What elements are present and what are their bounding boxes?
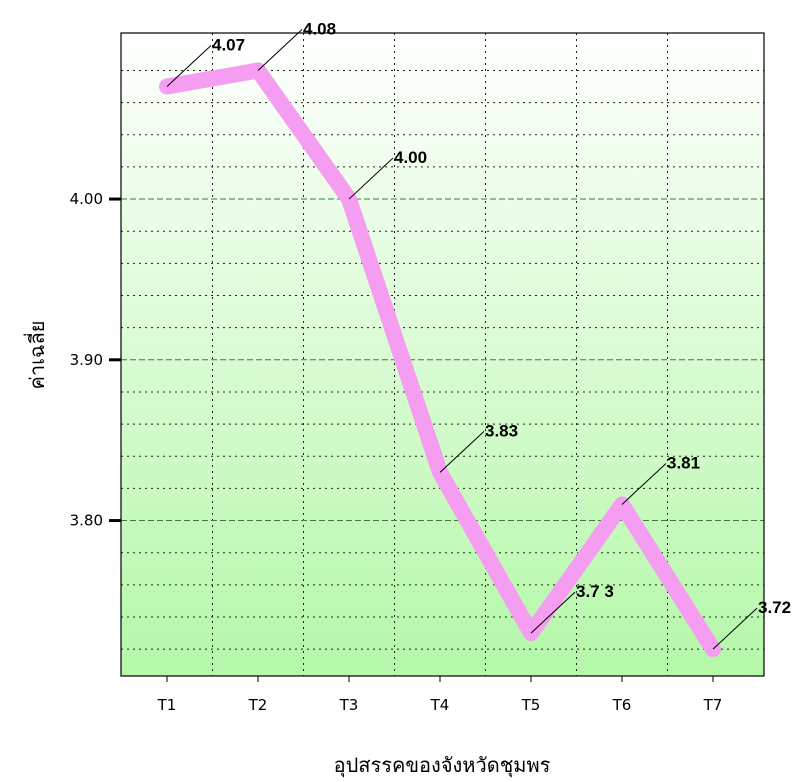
x-tick-label: T6	[612, 696, 632, 714]
y-axis-title: ค่าเฉลี่ย	[23, 320, 49, 389]
x-axis: T1 T2 T3 T4 T5 T6 T7	[157, 676, 723, 714]
leader-line	[712, 607, 758, 650]
data-label: 4.07	[212, 36, 245, 55]
x-tick-label: T4	[430, 696, 450, 714]
y-tick-label: 4.00	[70, 190, 103, 208]
leader-line	[257, 29, 303, 71]
x-tick-label: T7	[703, 696, 723, 714]
x-tick-label: T3	[339, 696, 359, 714]
y-tick-label: 3.90	[70, 351, 103, 369]
y-axis: 3.80 3.90 4.00	[70, 190, 121, 530]
leader-line	[439, 430, 485, 473]
data-label: 3.7 3	[576, 582, 614, 601]
data-label: 4.08	[303, 19, 336, 38]
data-label: 3.81	[667, 453, 700, 472]
x-axis-title: อุปสรรคของจังหวัดชุมพร	[334, 753, 551, 778]
data-labels: 4.07 4.08 4.00 3.83 3.7 3 3.81 3.72	[166, 19, 791, 650]
leader-line	[348, 157, 394, 200]
data-label: 4.00	[394, 148, 427, 167]
x-tick-label: T2	[248, 696, 268, 714]
y-tick-label: 3.80	[70, 512, 103, 530]
x-tick-label: T1	[157, 696, 177, 714]
x-tick-label: T5	[521, 696, 541, 714]
leader-line	[166, 45, 212, 87]
data-label: 3.83	[485, 421, 518, 440]
data-label: 3.72	[758, 598, 791, 617]
leader-line	[530, 591, 576, 634]
plot-border	[120, 32, 765, 677]
leader-line	[621, 463, 667, 505]
